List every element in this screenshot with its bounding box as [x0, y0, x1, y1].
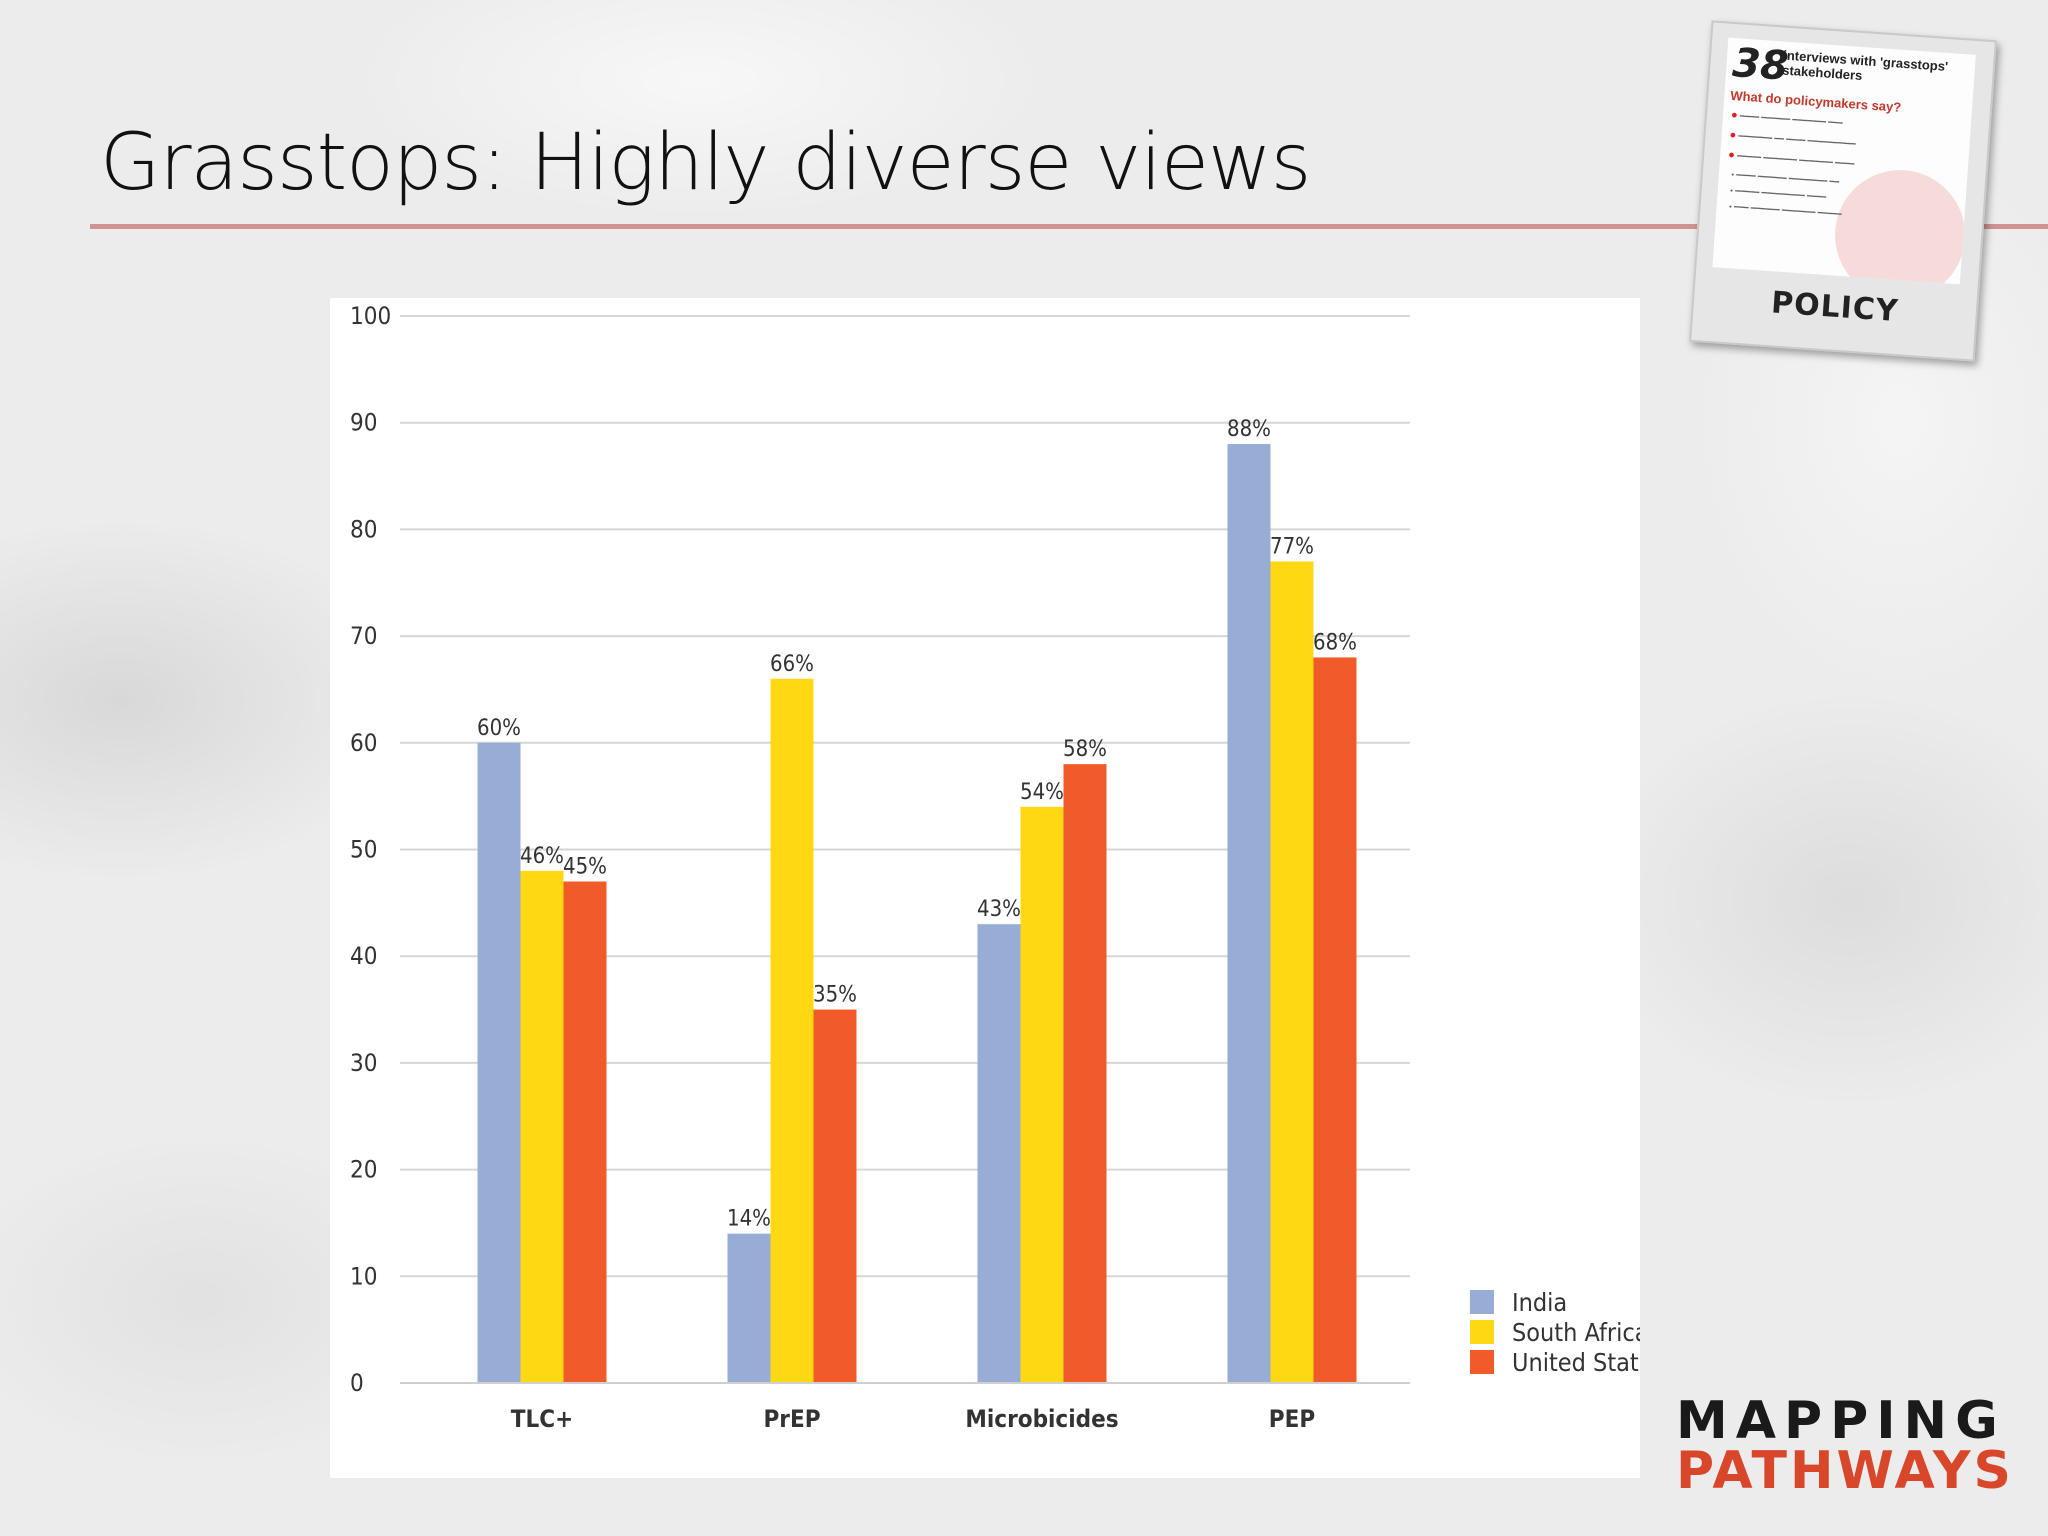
data-label: 88%: [1227, 417, 1271, 442]
interview-count: 38: [1731, 40, 1790, 90]
logo-line-1: MAPPING: [1676, 1391, 2006, 1451]
slide-title: Grasstops: Highly diverse views: [100, 118, 1311, 208]
y-tick-label: 60: [350, 729, 377, 757]
mapping-pathways-logo: MAPPING PATHWAYS: [1676, 1391, 2016, 1501]
bar-india: [977, 924, 1021, 1383]
x-tick-label: PrEP: [763, 1405, 820, 1433]
bar-south-africa: [1020, 806, 1064, 1383]
y-tick-label: 10: [350, 1262, 377, 1290]
y-tick-label: 90: [350, 409, 377, 437]
legend-swatch: [1470, 1290, 1494, 1314]
data-label: 66%: [770, 652, 814, 677]
bar-united-states: [563, 881, 607, 1383]
chart-panel: 0 10 20 30 40 50 60 70 80 90 100 60% 46% 45% TLC+ 14% 66…: [330, 298, 1640, 1478]
y-tick-label: 30: [350, 1049, 377, 1077]
title-divider: [90, 224, 2048, 229]
data-label: 77%: [1270, 534, 1314, 559]
bar-south-africa: [1270, 561, 1314, 1383]
y-tick-label: 0: [350, 1369, 364, 1397]
bar-south-africa: [770, 678, 814, 1383]
y-tick-label: 40: [350, 942, 377, 970]
polaroid-caption: POLICY: [1770, 285, 1900, 330]
card-heading: interviews with 'grasstops' stakeholders: [1781, 47, 1949, 84]
y-tick-label: 50: [350, 836, 377, 864]
data-label: 35%: [813, 983, 857, 1008]
bar-india: [727, 1233, 771, 1383]
polaroid-photo: 38 interviews with 'grasstops' stakehold…: [1712, 37, 1976, 285]
logo-line-2: PATHWAYS: [1676, 1441, 2014, 1501]
data-label: 60%: [477, 716, 521, 741]
bar-india: [477, 742, 521, 1383]
y-tick-label: 70: [350, 622, 377, 650]
bar-chart: 0 10 20 30 40 50 60 70 80 90 100 60% 46% 45% TLC+ 14% 66…: [350, 302, 1640, 1433]
bar-united-states: [1313, 657, 1357, 1383]
legend-label: India: [1512, 1288, 1567, 1317]
bar-united-states: [1063, 764, 1107, 1383]
x-tick-label: TLC+: [511, 1405, 573, 1433]
data-label: 43%: [977, 897, 1021, 922]
y-tick-label: 20: [350, 1156, 377, 1184]
y-tick-label: 80: [350, 515, 377, 543]
data-label: 58%: [1063, 737, 1107, 762]
bar-india: [1227, 444, 1271, 1383]
data-label: 45%: [563, 855, 607, 880]
legend-label: United States: [1512, 1348, 1640, 1377]
legend-swatch: [1470, 1320, 1494, 1344]
data-label: 54%: [1020, 780, 1064, 805]
legend-label: South Africa: [1512, 1318, 1640, 1347]
data-label: 46%: [520, 844, 564, 869]
bar-south-africa: [520, 870, 564, 1383]
policy-polaroid-card: 38 interviews with 'grasstops' stakehold…: [1689, 20, 1997, 362]
data-label: 68%: [1313, 630, 1357, 655]
legend-swatch: [1470, 1350, 1494, 1374]
x-tick-label: Microbicides: [965, 1405, 1118, 1433]
data-label: 14%: [727, 1207, 771, 1232]
y-tick-label: 100: [350, 302, 391, 330]
x-tick-label: PEP: [1269, 1405, 1315, 1433]
bar-united-states: [813, 1009, 857, 1383]
